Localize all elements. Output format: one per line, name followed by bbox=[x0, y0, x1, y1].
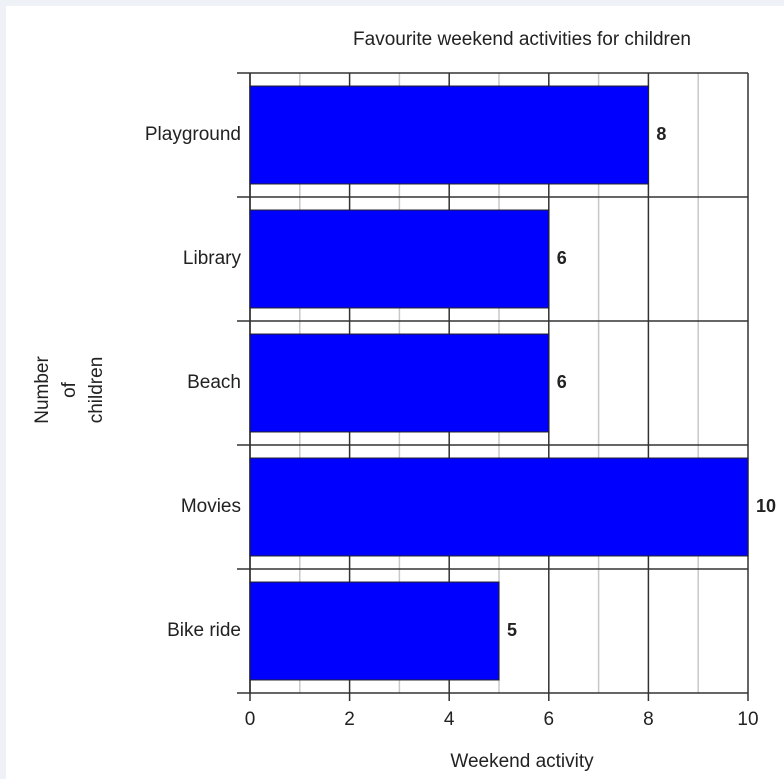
x-tick-label: 6 bbox=[544, 709, 555, 730]
y-axis-label: Number of children bbox=[32, 356, 107, 424]
x-tick-label: 10 bbox=[737, 709, 758, 730]
y-tick-label: Bike ride bbox=[167, 620, 241, 641]
value-label: 6 bbox=[557, 372, 567, 392]
y-axis-label-line: Number bbox=[32, 356, 53, 424]
y-axis-label-line: children bbox=[86, 357, 107, 424]
chart-title: Favourite weekend activities for childre… bbox=[353, 29, 691, 50]
bar bbox=[249, 581, 500, 681]
x-tick-label: 8 bbox=[643, 709, 654, 730]
bar bbox=[249, 209, 550, 309]
value-label: 5 bbox=[507, 620, 517, 640]
bar bbox=[249, 457, 749, 557]
bar bbox=[249, 85, 649, 185]
x-tick-label: 2 bbox=[344, 709, 355, 730]
y-tick-label: Beach bbox=[187, 372, 241, 393]
x-axis-label: Weekend activity bbox=[450, 751, 594, 772]
value-label: 6 bbox=[557, 248, 567, 268]
y-axis-label-line: of bbox=[59, 381, 80, 398]
y-tick-label: Playground bbox=[145, 124, 241, 145]
x-tick-label: 4 bbox=[444, 709, 455, 730]
y-tick-label: Library bbox=[183, 248, 242, 269]
bar bbox=[249, 333, 550, 433]
x-tick-label: 0 bbox=[245, 709, 256, 730]
y-tick-label: Movies bbox=[181, 496, 241, 517]
value-label: 8 bbox=[656, 124, 666, 144]
value-label: 10 bbox=[756, 496, 776, 516]
